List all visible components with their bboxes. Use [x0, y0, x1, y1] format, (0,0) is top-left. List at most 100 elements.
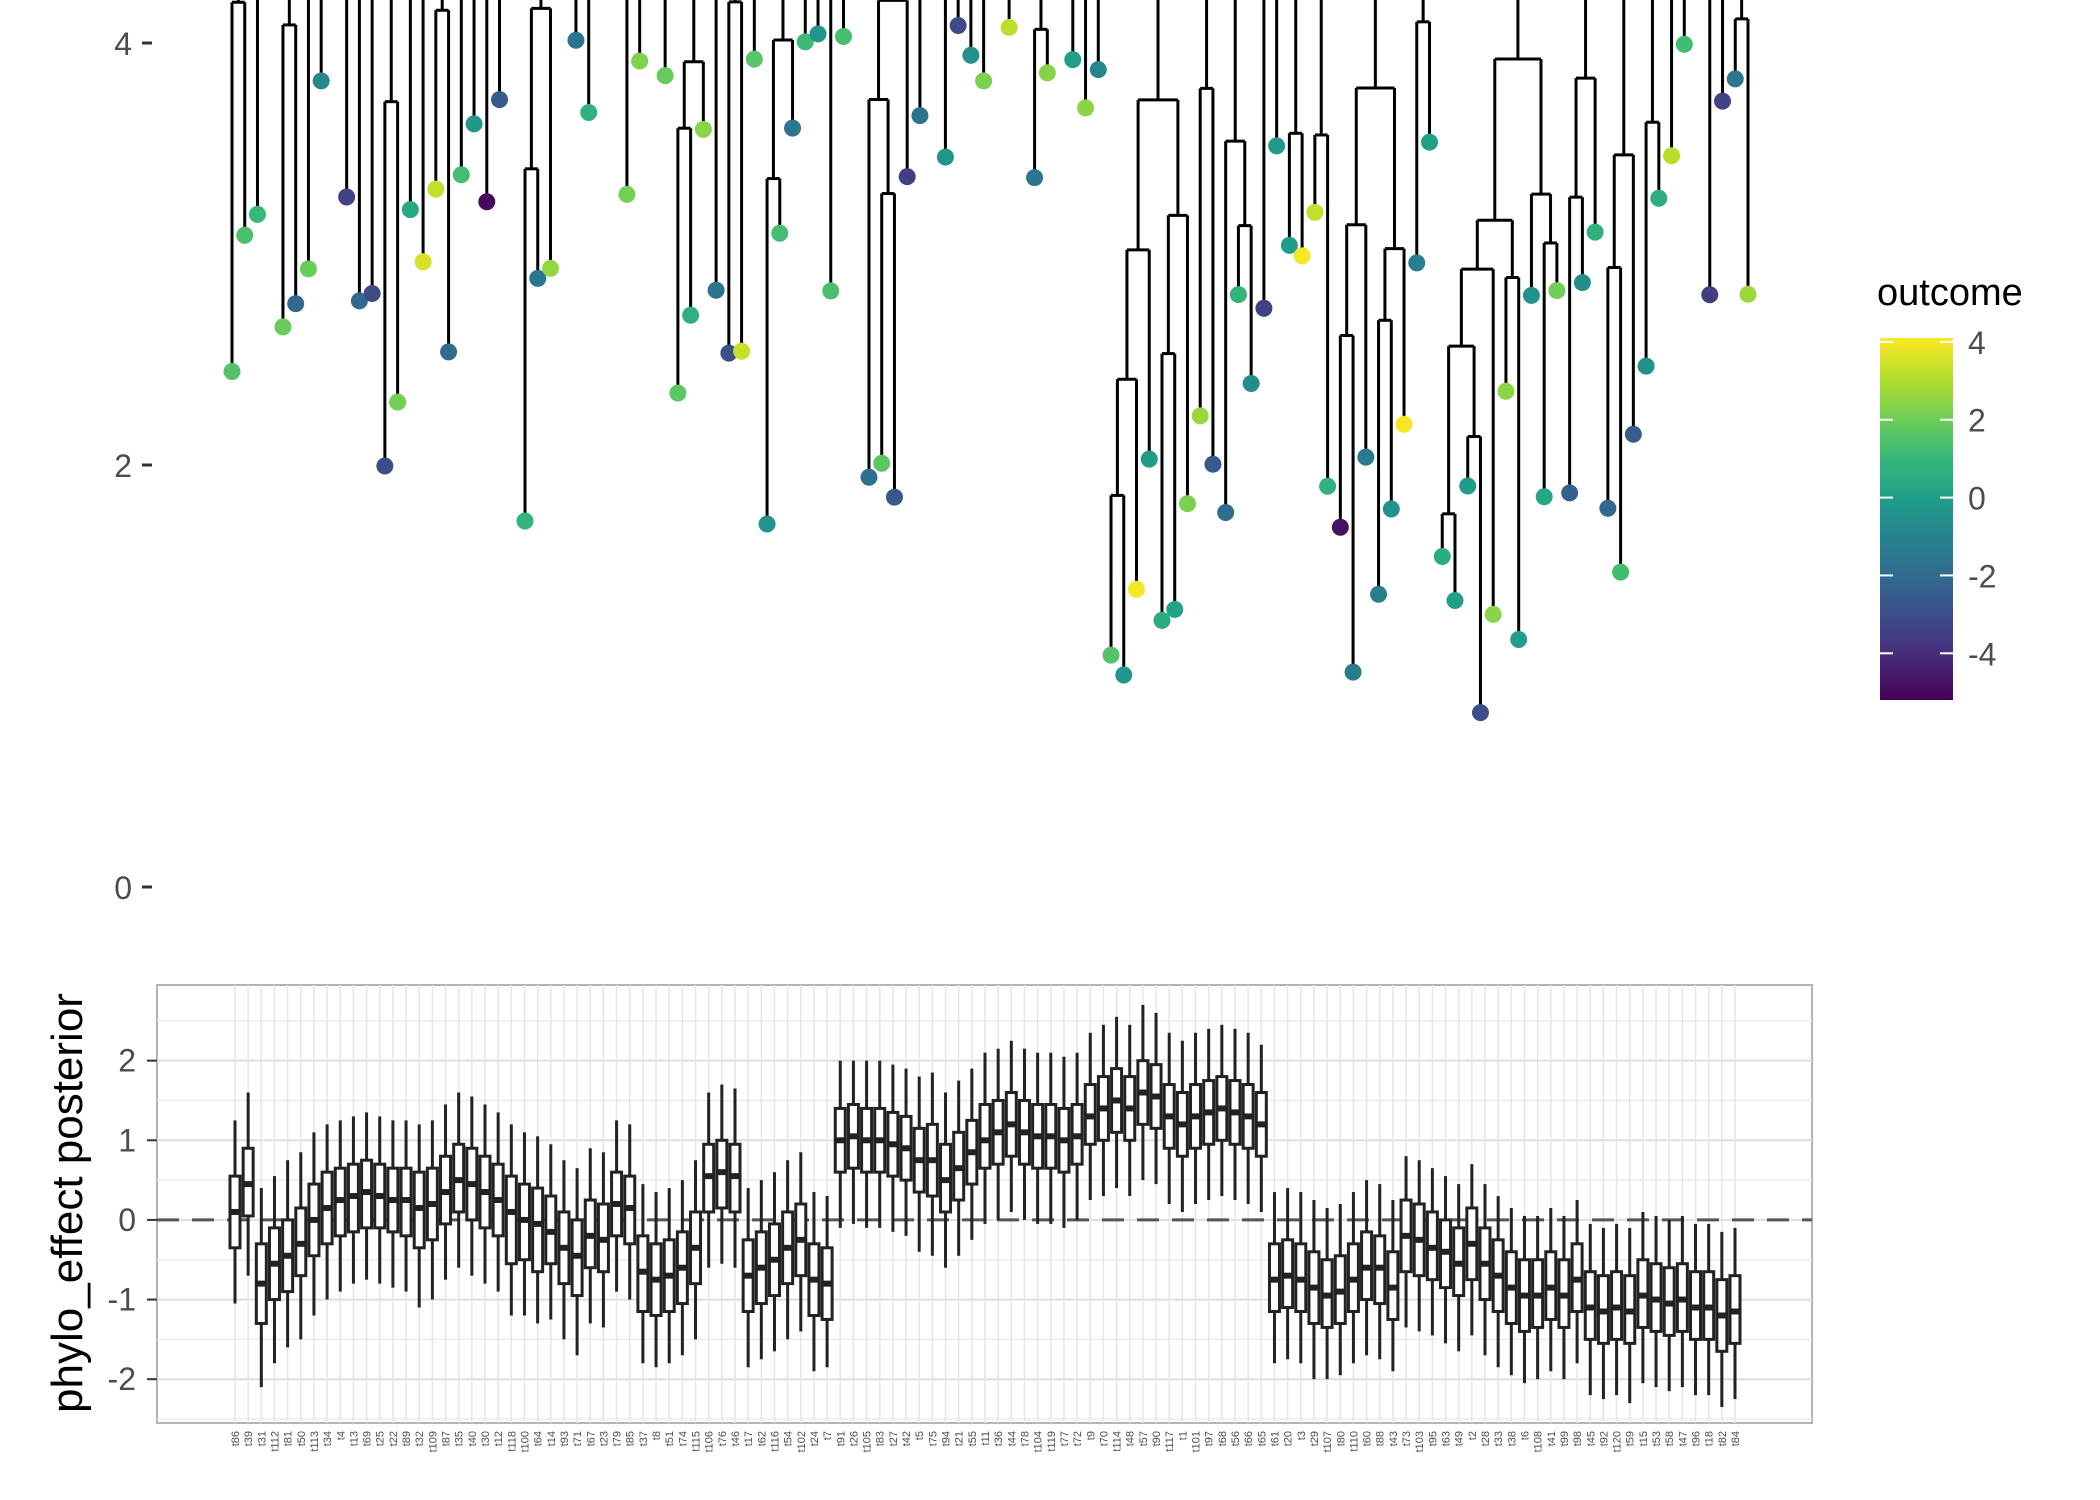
boxplot-x-tick-label: t14: [546, 1431, 558, 1446]
boxplot-panel: 210-1-2 t86 t39 t31 t112 t81 t50 t113 t34 t4 t13 t…: [43, 984, 1813, 1452]
boxplot-y-tick-label: 1: [118, 1122, 136, 1158]
boxplot-x-tick-label: t47: [1677, 1431, 1689, 1446]
tree-tip-point: [618, 185, 636, 203]
boxplot-x-tick-label: t30: [480, 1431, 492, 1446]
boxplot-x-tick-label: t67: [585, 1431, 597, 1446]
tree-tip-point: [1535, 488, 1553, 506]
boxplot-x-tick-label: t46: [730, 1431, 742, 1446]
tree-tip-point: [682, 306, 700, 324]
boxplot-x-tick-label: t17: [743, 1431, 755, 1446]
boxplot-x-tick-label: t95: [1427, 1431, 1439, 1446]
tree-tip-point: [1497, 382, 1515, 400]
boxplot-x-tick-label: t20: [1283, 1431, 1295, 1446]
tree-tip-point: [287, 295, 305, 313]
boxplot-x-tick-label: t49: [1454, 1431, 1466, 1446]
tree-tip-point: [1280, 236, 1298, 254]
tree-tip-point: [1268, 137, 1286, 155]
boxplot-x-tick-label: t51: [664, 1431, 676, 1446]
tree-y-tick-label: 0: [114, 870, 132, 906]
tree-tip-point: [1344, 663, 1362, 681]
boxplot-x-tick-label: t100: [519, 1431, 531, 1452]
boxplot-x-tick-label: t22: [388, 1431, 400, 1446]
tree-tip-point: [1612, 563, 1630, 581]
box-iqr: [978, 1102, 992, 1170]
boxplot-x-tick-label: t61: [1269, 1431, 1281, 1446]
boxplot-x-tick-label: t85: [625, 1431, 637, 1446]
tree-tip-point: [720, 344, 738, 362]
tree-tip-point: [452, 166, 470, 184]
boxplot-x-tick-label: t75: [927, 1431, 939, 1446]
boxplot-x-tick-label: t36: [993, 1431, 1005, 1446]
boxplot-x-tick-label: t71: [572, 1431, 584, 1446]
boxplot-x-tick-label: t91: [835, 1431, 847, 1446]
tree-tip-point: [567, 31, 585, 49]
tree-y-tick-label: 2: [114, 448, 132, 484]
tree-tip-point: [1000, 18, 1018, 36]
tree-tip-point: [1586, 223, 1604, 241]
tree-tip-point: [745, 50, 763, 68]
boxplot-x-tick-label: t103: [1414, 1431, 1426, 1452]
boxplot-x-tick-label: t68: [1217, 1431, 1229, 1446]
boxplot-x-tick-label: t65: [1256, 1431, 1268, 1446]
tree-tip-point: [1446, 592, 1464, 610]
boxplot-x-tick-label: t40: [467, 1431, 479, 1446]
tree-tip-point: [1395, 415, 1413, 433]
boxplot-x-tick-label: t63: [1441, 1431, 1453, 1446]
boxplot-boxes: [228, 1004, 1742, 1408]
tree-tip-point: [274, 318, 292, 336]
boxplot-x-tick-label: t106: [704, 1431, 716, 1452]
legend-tick-label: 2: [1968, 403, 1986, 439]
tree-tip-point: [541, 259, 559, 277]
boxplot-x-tick-label: t15: [1638, 1431, 1650, 1446]
tree-tip-point: [1471, 704, 1489, 722]
boxplot-x-tick-label: t83: [875, 1431, 887, 1446]
legend-colorbar: [1880, 338, 1953, 700]
tree-tip-point: [1408, 254, 1426, 272]
boxplot-x-tick-label: t44: [1006, 1431, 1018, 1446]
tree-tip-point: [758, 515, 776, 533]
boxplot-x-tick-label: t98: [1572, 1431, 1584, 1446]
boxplot-y-axis-title: phylo_effect posterior: [43, 993, 92, 1413]
outcome-legend: outcome 4 2 0 -2 -4: [1877, 272, 2023, 700]
boxplot-x-tick-label: t92: [1598, 1431, 1610, 1446]
tree-tip-point: [401, 201, 419, 219]
tree-y-tick-label: 4: [114, 26, 132, 62]
boxplot-x-tick-label: t6: [1519, 1431, 1531, 1440]
boxplot-y-tick-label: -2: [108, 1361, 136, 1397]
boxplot-x-tick-label: t34: [322, 1431, 334, 1446]
boxplot-x-tick-label: t5: [914, 1431, 926, 1440]
boxplot-x-tick-label: t119: [1046, 1431, 1058, 1452]
tree-tip-point: [1166, 600, 1184, 618]
boxplot-x-tick-label: t115: [691, 1431, 703, 1452]
tree-tip-point: [1128, 580, 1146, 598]
tree-tip-point: [389, 393, 407, 411]
boxplot-x-tick-label: t89: [401, 1431, 413, 1446]
boxplot-x-tick-label: t81: [283, 1431, 295, 1446]
boxplot-x-tick-label: t26: [848, 1431, 860, 1446]
tree-tip-point: [1306, 203, 1324, 221]
boxplot-x-tick-label: t70: [1098, 1431, 1110, 1446]
boxplot-x-tick-label: t93: [559, 1431, 571, 1446]
boxplot-x-tick-label: t66: [1243, 1431, 1255, 1446]
boxplot-x-tick-label: t64: [533, 1431, 545, 1446]
boxplot-x-tick-label: t82: [1717, 1431, 1729, 1446]
tree-tip-point: [873, 454, 891, 472]
tree-tip-point: [1102, 646, 1120, 664]
tree-tip-point: [809, 25, 827, 43]
boxplot-x-tick-label: t80: [1335, 1431, 1347, 1446]
tree-tip-point: [1089, 61, 1107, 79]
tree-tip-point: [478, 193, 496, 211]
tree-tip-point: [236, 226, 254, 244]
boxplot-x-tick-label: t39: [243, 1431, 255, 1446]
boxplot-x-tick-label: t108: [1533, 1431, 1545, 1452]
boxplot-x-tick-label: t29: [1309, 1431, 1321, 1446]
boxplot-x-tick-label: t21: [954, 1431, 966, 1446]
boxplot-x-tick-label: t35: [454, 1431, 466, 1446]
boxplot-x-tick-label: t8: [651, 1431, 663, 1440]
tree-tip-point: [1229, 286, 1247, 304]
tree-tip-point: [350, 292, 368, 310]
boxplot-x-tick-label: t120: [1612, 1431, 1624, 1452]
boxplot-x-tick-label: t105: [862, 1431, 874, 1452]
boxplot-x-tick-label: t88: [1375, 1431, 1387, 1446]
boxplot-x-tick-label: t58: [1664, 1431, 1676, 1446]
